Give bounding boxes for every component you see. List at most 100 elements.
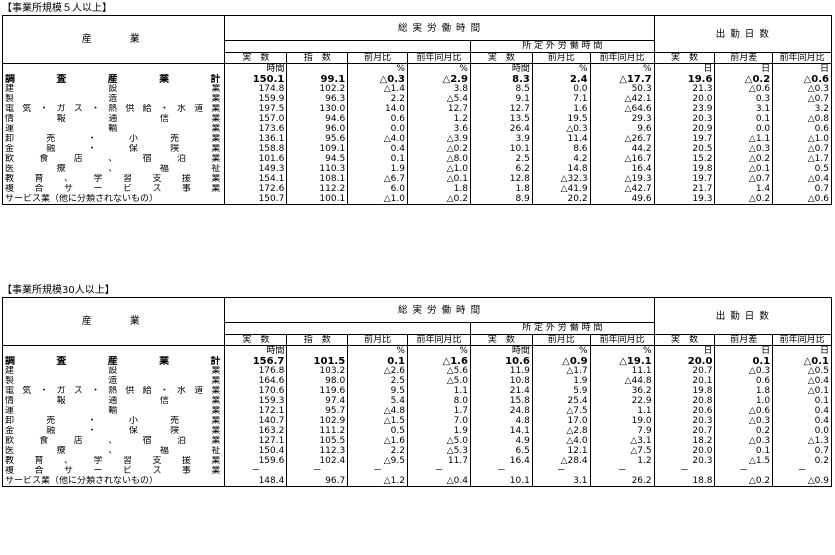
cell-value: 1.1 — [589, 406, 655, 416]
cell-value: 96.0 — [286, 124, 349, 134]
column-label: 実 数 — [469, 334, 533, 346]
column-label: 指 数 — [286, 52, 349, 64]
table-row: サービス業（他に分類されないもの） 150.7 100.1 △1.0 △0.2 8.9 20… — [1, 194, 832, 205]
cell-value: 3.1 — [714, 104, 774, 114]
table-row: 調 査 産 業 計 156.7 101.5 0.1 △1.6 10.6 △0.9 △19.1 2… — [1, 356, 832, 366]
column-label: 前年同月比 — [589, 334, 655, 346]
cell-value: 50.3 — [589, 84, 655, 94]
unit-label — [286, 345, 349, 356]
cell-value: △0.2 — [406, 144, 471, 154]
cell-value: △19.3 — [589, 174, 655, 184]
cell-value: △1.5 — [714, 456, 774, 466]
cell-value: 98.0 — [286, 376, 349, 386]
cell-value: 9.5 — [347, 386, 408, 396]
cell-value: △7.5 — [531, 406, 591, 416]
cell-value: 0.0 — [531, 84, 591, 94]
cell-value: 20.2 — [531, 194, 591, 205]
industry-name: 金融・保険業 — [1, 144, 226, 154]
industry-name: 建設業 — [1, 366, 226, 376]
cell-value: △9.5 — [347, 456, 408, 466]
cell-value: 170.6 — [224, 386, 288, 396]
cell-value: 0.3 — [714, 94, 774, 104]
unit-row-blank — [1, 345, 226, 356]
cell-value: △0.2 — [714, 154, 774, 164]
cell-value: △2.9 — [406, 74, 471, 84]
cell-value: △0.6 — [772, 194, 832, 205]
cell-value: 130.0 — [286, 104, 349, 114]
column-label: 前年同月比 — [406, 334, 471, 346]
cell-value: 26.4 — [469, 124, 533, 134]
industry-name: 電気・ガス・熱供給・水道業 — [1, 104, 226, 114]
table-caption: 【事業所規模５人以上】 — [2, 3, 112, 14]
cell-value: 16.4 — [589, 164, 655, 174]
cell-value: 0.1 — [714, 446, 774, 456]
cell-value: 5.4 — [347, 396, 408, 406]
cell-value: 102.2 — [286, 84, 349, 94]
cell-value: △0.6 — [772, 74, 832, 84]
cell-value: 0.1 — [714, 114, 774, 124]
cell-value: 158.8 — [224, 144, 288, 154]
cell-value: 0.5 — [772, 164, 832, 174]
cell-value: △6.7 — [347, 174, 408, 184]
cell-value: 174.8 — [224, 84, 288, 94]
cell-value: 7.1 — [531, 94, 591, 104]
cell-value: 10.1 — [469, 476, 533, 487]
cell-value: △16.7 — [589, 154, 655, 164]
cell-value: 108.1 — [286, 174, 349, 184]
cell-value: 3.9 — [469, 134, 533, 144]
cell-value: 0.1 — [347, 154, 408, 164]
cell-value: 1.0 — [714, 396, 774, 406]
cell-value: 159.9 — [224, 94, 288, 104]
cell-value: 0.0 — [347, 124, 408, 134]
cell-value: △1.0 — [406, 164, 471, 174]
table-row: 複合サービス事業 172.6 112.2 6.0 1.8 1.8 △41.9 △42.7 21.… — [1, 184, 832, 194]
cell-value: △0.9 — [772, 476, 832, 487]
cell-value: 3.6 — [406, 124, 471, 134]
cell-value: 20.0 — [653, 446, 716, 456]
cell-value: △1.2 — [347, 476, 408, 487]
cell-value: △0.4 — [772, 174, 832, 184]
column-label: 実 数 — [224, 334, 288, 346]
cell-value: 49.6 — [589, 194, 655, 205]
unit-label: % — [589, 63, 655, 74]
column-label: 前月比 — [347, 52, 408, 64]
cell-value: 19.6 — [653, 74, 716, 84]
cell-value: △5.3 — [406, 446, 471, 456]
cell-value: 172.6 — [224, 184, 288, 194]
cell-value: △0.7 — [772, 94, 832, 104]
cell-value: 1.6 — [531, 104, 591, 114]
unit-label: 時間 — [224, 345, 288, 356]
cell-value: 101.5 — [286, 356, 349, 366]
cell-value: 0.6 — [772, 124, 832, 134]
attendance-days-header: 出 勤 日 数 — [653, 15, 833, 53]
cell-value: △1.7 — [772, 154, 832, 164]
table-row: 情報通信業 157.0 94.6 0.6 1.2 13.5 19.5 29.3 20.3 0.1 △… — [1, 114, 832, 124]
cell-value: 1.7 — [406, 406, 471, 416]
cell-value: 3.1 — [531, 476, 591, 487]
cell-value: 2.5 — [347, 376, 408, 386]
unit-label: 時間 — [469, 345, 533, 356]
cell-value: △0.5 — [772, 366, 832, 376]
cell-value: 2.2 — [347, 446, 408, 456]
cell-value: 102.9 — [286, 416, 349, 426]
overtime-header: 所 定 外 労 働 時 間 — [469, 322, 655, 335]
unit-label: % — [531, 345, 591, 356]
column-label: 前年同月比 — [772, 334, 832, 346]
cell-value: 197.5 — [224, 104, 288, 114]
unit-label: 時間 — [224, 63, 288, 74]
cell-value: 119.6 — [286, 386, 349, 396]
cell-value: △0.1 — [772, 356, 832, 366]
column-label: 前年同月比 — [772, 52, 832, 64]
industry-name: 医療、福祉 — [1, 446, 226, 456]
cell-value: 10.1 — [469, 144, 533, 154]
cell-value: 11.4 — [531, 134, 591, 144]
cell-value: 150.4 — [224, 446, 288, 456]
cell-value: △64.6 — [589, 104, 655, 114]
cell-value: 20.8 — [653, 396, 716, 406]
cell-value: 26.2 — [589, 476, 655, 487]
unit-label: % — [531, 63, 591, 74]
industry-header: 産 業 — [1, 297, 226, 346]
cell-value: 0.0 — [772, 426, 832, 436]
cell-value: 0.1 — [714, 356, 774, 366]
industry-name: 教育、学習支援業 — [1, 456, 226, 466]
